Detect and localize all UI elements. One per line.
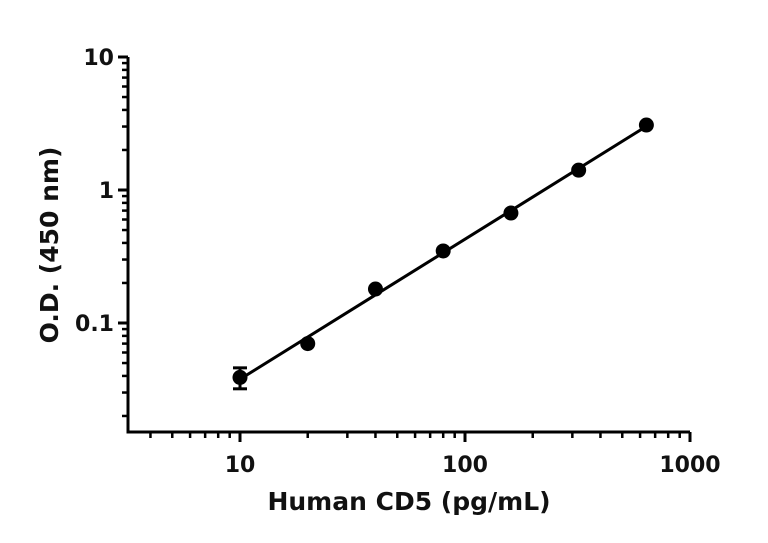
data-point bbox=[232, 369, 248, 385]
data-point bbox=[300, 336, 316, 352]
data-points bbox=[232, 117, 654, 391]
data-point bbox=[503, 205, 519, 221]
y-tick-label: 1 bbox=[99, 179, 114, 204]
data-point bbox=[638, 117, 654, 133]
x-axis-label: Human CD5 (pg/mL) bbox=[267, 487, 550, 516]
data-point bbox=[435, 243, 451, 259]
y-tick-label: 10 bbox=[83, 46, 114, 71]
data-point bbox=[367, 281, 383, 297]
y-tick-label: 0.1 bbox=[75, 312, 114, 337]
y-axis-label: O.D. (450 nm) bbox=[35, 147, 64, 344]
x-tick-label: 10 bbox=[225, 453, 256, 478]
data-point bbox=[571, 162, 587, 178]
x-tick-label: 1000 bbox=[659, 453, 720, 478]
axes: 0.1 1 10 10 100 1000 bbox=[75, 46, 721, 478]
x-tick-label: 100 bbox=[442, 453, 488, 478]
